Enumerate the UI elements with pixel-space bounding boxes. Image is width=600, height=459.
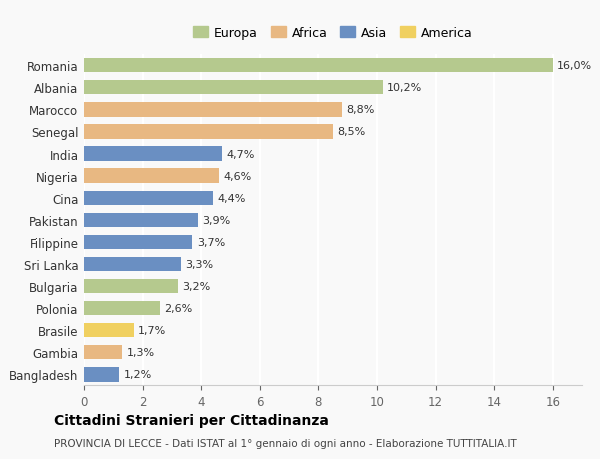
Text: 4,4%: 4,4% <box>217 193 245 203</box>
Text: 2,6%: 2,6% <box>164 303 193 313</box>
Bar <box>84 323 134 338</box>
Bar <box>84 169 219 184</box>
Text: 4,6%: 4,6% <box>223 171 251 181</box>
Bar <box>84 367 119 382</box>
Text: 3,3%: 3,3% <box>185 259 213 269</box>
Text: Cittadini Stranieri per Cittadinanza: Cittadini Stranieri per Cittadinanza <box>54 414 329 428</box>
Text: PROVINCIA DI LECCE - Dati ISTAT al 1° gennaio di ogni anno - Elaborazione TUTTIT: PROVINCIA DI LECCE - Dati ISTAT al 1° ge… <box>54 438 517 448</box>
Bar <box>84 125 333 140</box>
Text: 1,7%: 1,7% <box>138 325 166 336</box>
Bar <box>84 81 383 95</box>
Bar <box>84 191 213 206</box>
Text: 3,9%: 3,9% <box>203 215 231 225</box>
Text: 1,2%: 1,2% <box>124 369 152 380</box>
Bar <box>84 301 160 316</box>
Bar <box>84 257 181 272</box>
Bar <box>84 147 221 162</box>
Bar <box>84 103 342 118</box>
Bar <box>84 213 198 228</box>
Text: 3,2%: 3,2% <box>182 281 211 291</box>
Text: 10,2%: 10,2% <box>387 83 422 93</box>
Legend: Europa, Africa, Asia, America: Europa, Africa, Asia, America <box>188 22 478 45</box>
Bar <box>84 235 193 250</box>
Bar <box>84 279 178 294</box>
Text: 16,0%: 16,0% <box>557 61 592 71</box>
Text: 8,5%: 8,5% <box>337 127 365 137</box>
Text: 1,3%: 1,3% <box>127 347 155 358</box>
Bar <box>84 345 122 360</box>
Text: 3,7%: 3,7% <box>197 237 225 247</box>
Text: 4,7%: 4,7% <box>226 149 254 159</box>
Text: 8,8%: 8,8% <box>346 105 374 115</box>
Bar <box>84 59 553 73</box>
